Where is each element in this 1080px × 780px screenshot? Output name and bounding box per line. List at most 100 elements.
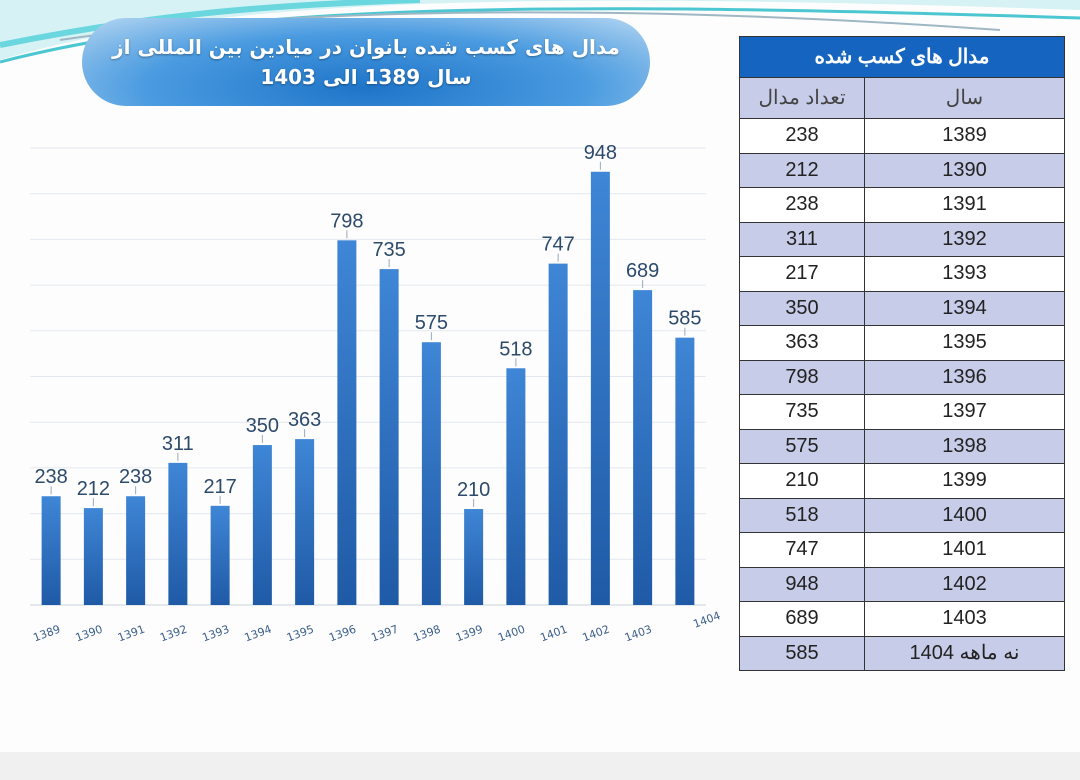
table-row: 238 1391 (740, 188, 1064, 223)
bar (252, 445, 272, 605)
data-label: 238 (119, 466, 152, 488)
data-label: 210 (457, 479, 490, 501)
table-row: 311 1392 (740, 222, 1064, 257)
x-tick-label: 1389 (31, 623, 62, 645)
cell-count: 238 (740, 188, 865, 222)
cell-count: 689 (740, 602, 865, 636)
cell-count: 747 (740, 533, 865, 567)
table-title: مدال های کسب شده (740, 37, 1064, 78)
chart-title: مدال های کسب شده بانوان در میادین بین ال… (82, 18, 650, 106)
bar (126, 496, 146, 605)
cell-count: 585 (740, 636, 865, 670)
x-tick-label: 1394 (243, 623, 274, 645)
cell-count: 735 (740, 395, 865, 429)
title-line-2: سال 1389 الی 1403 (260, 65, 472, 89)
cell-year: 1391 (942, 193, 987, 215)
bar (548, 263, 568, 605)
cell-count: 350 (740, 291, 865, 325)
data-label: 363 (288, 409, 321, 431)
x-tick-label: 1400 (496, 623, 527, 645)
bar (210, 505, 230, 605)
table-header: تعداد مدال سال (740, 78, 1064, 119)
bar-chart: 238 1389 212 1390 238 1391 311 1392 217 1393 350 13… (30, 142, 720, 645)
x-tick-label: نه ماهه 1404 (691, 596, 720, 630)
data-label: 575 (415, 312, 448, 334)
x-tick-label: 1393 (200, 623, 231, 645)
bar (506, 368, 526, 605)
table-row: 948 1402 (740, 567, 1064, 602)
table-row: 363 1395 (740, 326, 1064, 361)
data-label: 350 (246, 415, 279, 437)
cell-count: 948 (740, 567, 865, 601)
cell-year: 1397 (942, 400, 987, 422)
data-label: 217 (203, 476, 236, 498)
header-year: سال (945, 87, 984, 109)
data-label: 948 (584, 142, 617, 164)
bar (295, 439, 315, 605)
cell-year: 1399 (942, 469, 987, 491)
cell-count: 518 (740, 498, 865, 532)
cell-count: 363 (740, 326, 865, 360)
x-tick-label: 1399 (454, 623, 485, 645)
table-row: 217 1393 (740, 257, 1064, 292)
bar (633, 290, 653, 605)
data-label: 585 (668, 308, 701, 330)
cell-year: 1389 (942, 124, 987, 146)
data-label: 212 (77, 478, 110, 500)
table-row: 575 1398 (740, 429, 1064, 464)
cell-count: 238 (740, 119, 865, 153)
cell-count: 798 (740, 360, 865, 394)
cell-year: 1402 (942, 572, 987, 595)
table-row: 735 1397 (740, 395, 1064, 430)
cell-count: 212 (740, 153, 865, 187)
cell-year: 1390 (942, 158, 987, 181)
cell-year: 1396 (942, 365, 987, 388)
x-tick-label: 1391 (116, 623, 147, 645)
x-tick-label: 1395 (285, 623, 316, 645)
x-tick-label: 1396 (327, 623, 358, 645)
table-row: 798 1396 (740, 360, 1064, 395)
data-label: 238 (34, 466, 67, 488)
table-row: 212 1390 (740, 153, 1064, 188)
x-tick-label: 1397 (369, 623, 400, 645)
data-label: 518 (499, 338, 532, 360)
x-tick-label: 1392 (158, 623, 189, 645)
x-tick-label: 1401 (538, 623, 569, 645)
cell-year: 1392 (942, 227, 987, 250)
cell-year: نه ماهه 1404 (909, 641, 1020, 664)
bar (41, 496, 61, 605)
cell-count: 575 (740, 429, 865, 463)
bar (379, 269, 399, 605)
data-label: 689 (626, 260, 659, 282)
table-row: 518 1400 (740, 498, 1064, 533)
table-row: 210 1399 (740, 464, 1064, 499)
cell-count: 217 (740, 257, 865, 291)
bar (83, 508, 103, 605)
cell-count: 210 (740, 464, 865, 498)
x-tick-label: 1402 (581, 623, 612, 645)
bar (421, 342, 441, 605)
table-row: 689 1403 (740, 602, 1064, 637)
bar (464, 509, 484, 605)
cell-year: 1398 (942, 434, 987, 457)
bar (337, 240, 357, 605)
cell-year: 1400 (942, 503, 987, 526)
bar (675, 337, 695, 605)
cell-year: 1394 (942, 296, 987, 319)
medals-table: مدال های کسب شده تعداد مدال سال 238 1389 2… (739, 36, 1065, 671)
title-line-1: مدال های کسب شده بانوان در میادین بین ال… (112, 35, 620, 59)
table-row: 350 1394 (740, 291, 1064, 326)
bar (590, 171, 610, 605)
cell-year: 1403 (942, 607, 987, 629)
data-label: 311 (162, 433, 194, 455)
bar (168, 462, 188, 605)
cell-count: 311 (740, 222, 865, 256)
cell-year: 1395 (942, 331, 987, 353)
data-label: 798 (330, 210, 363, 232)
cell-year: 1401 (942, 538, 987, 560)
header-count: تعداد مدال (740, 78, 865, 118)
cell-year: 1393 (942, 262, 987, 284)
table-row: 238 1389 (740, 119, 1064, 154)
table-row: 747 1401 (740, 533, 1064, 568)
x-tick-label: 1403 (623, 623, 654, 645)
